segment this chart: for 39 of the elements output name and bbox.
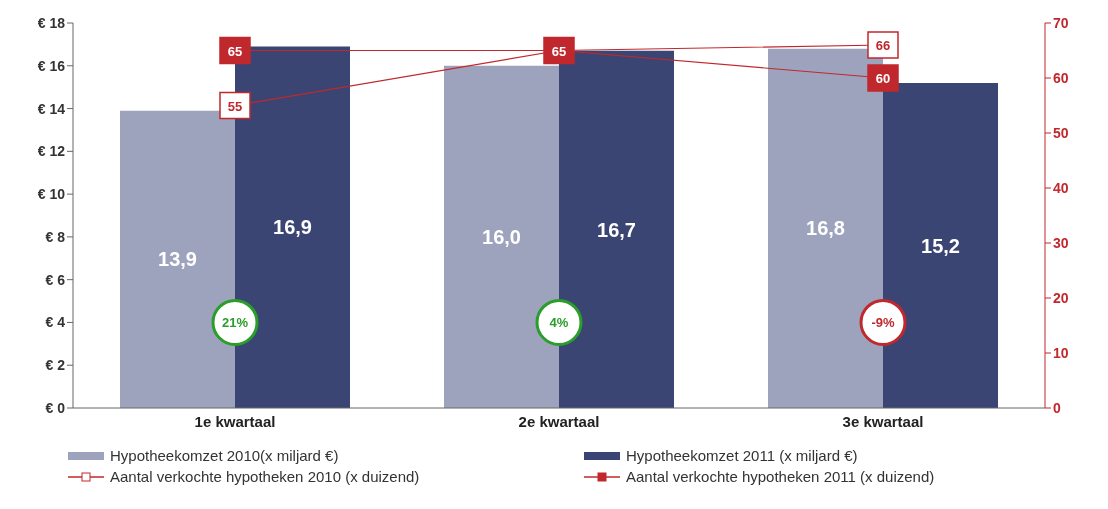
data-label: 65	[551, 43, 567, 59]
x-tick-label: 3e kwartaal	[842, 412, 924, 430]
data-label: 16,8	[806, 217, 845, 240]
y-tick-label: € 2	[45, 357, 66, 374]
y2-tick-label: 70	[1053, 14, 1069, 31]
y-tick-label: € 10	[37, 186, 66, 203]
annotation: 21%	[221, 315, 249, 331]
data-label: 65	[227, 43, 243, 59]
data-label: 13,9	[158, 248, 197, 271]
data-label: 16,9	[273, 216, 312, 239]
y-tick-label: € 12	[37, 143, 66, 160]
data-label: 60	[875, 71, 891, 86]
y-tick-label: € 0	[45, 399, 66, 416]
legend-label: Hypotheekomzet 2010(x miljard €)	[110, 447, 339, 464]
legend-label: Hypotheekomzet 2011 (x miljard €)	[626, 447, 858, 464]
y-tick-label: € 14	[37, 100, 66, 117]
data-label: 15,2	[921, 234, 960, 257]
y2-tick-label: 30	[1053, 234, 1069, 251]
data-label: 66	[875, 38, 891, 53]
data-label: 55	[227, 98, 243, 114]
y2-tick-label: 60	[1053, 69, 1069, 86]
y2-tick-label: 0	[1053, 399, 1061, 416]
data-label: 16,7	[597, 218, 636, 241]
y-tick-label: € 8	[45, 228, 66, 245]
y-tick-label: € 16	[37, 57, 66, 74]
y2-tick-label: 10	[1053, 344, 1069, 361]
y2-tick-label: 50	[1053, 124, 1069, 141]
annotation: 4%	[549, 315, 569, 331]
y-tick-label: € 4	[45, 314, 66, 331]
annotation: -9%	[871, 315, 895, 331]
x-tick-label: 2e kwartaal	[518, 412, 600, 430]
y2-tick-label: 40	[1053, 179, 1069, 196]
data-label: 16,0	[482, 225, 521, 248]
x-tick-label: 1e kwartaal	[194, 412, 276, 430]
y-tick-label: € 18	[37, 14, 66, 31]
legend-label: Aantal verkochte hypotheken 2011 (x duizend)	[626, 468, 935, 485]
y2-tick-label: 20	[1053, 289, 1069, 306]
legend-label: Aantal verkochte hypotheken 2010 (x duizend)	[110, 468, 420, 485]
y-tick-label: € 6	[45, 271, 66, 288]
